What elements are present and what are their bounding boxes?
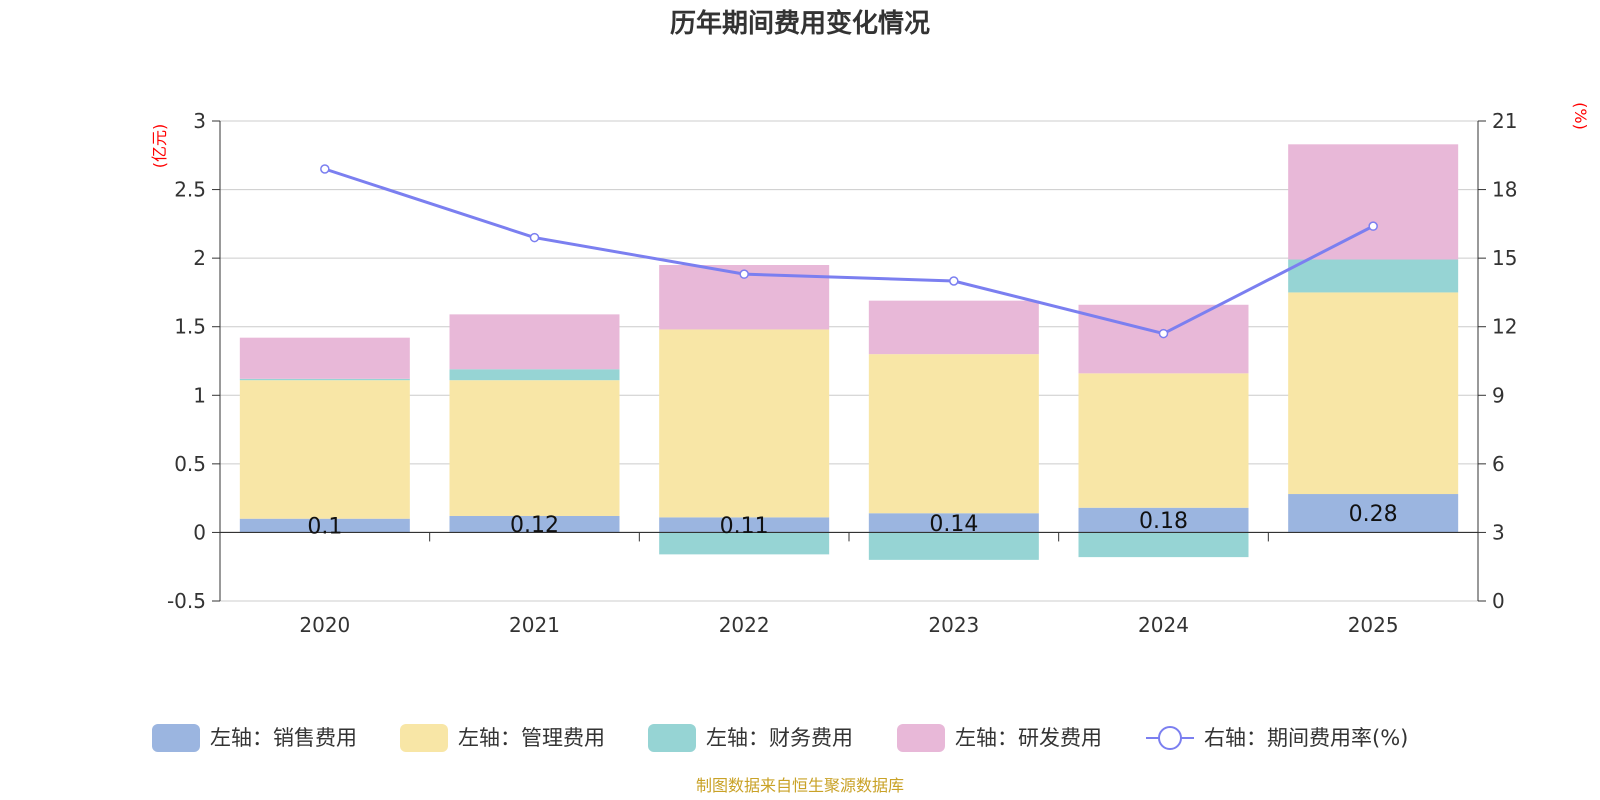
legend-marker	[1158, 726, 1182, 750]
right-axis-tick-label: 15	[1492, 246, 1517, 270]
data-label: 0.11	[720, 514, 769, 539]
line-point	[1368, 221, 1378, 231]
legend-label: 左轴：研发费用	[955, 726, 1102, 750]
bar-segment	[239, 518, 410, 533]
right-axis-tick-label: 6	[1492, 452, 1505, 476]
legend-label: 右轴：期间费用率(%)	[1204, 726, 1408, 750]
expense-rate-line	[320, 164, 1378, 339]
legend-swatch	[400, 724, 448, 752]
x-axis-tick-label: 2024	[1138, 613, 1189, 637]
bar-segment	[1078, 507, 1249, 533]
bar-segment	[1078, 532, 1249, 558]
right-axis-tick-label: 18	[1492, 178, 1517, 202]
bar-segment	[1288, 494, 1459, 533]
data-label: 0.12	[510, 513, 559, 538]
left-axis-tick-label: 0	[193, 520, 206, 544]
bar-segment	[868, 354, 1039, 514]
left-axis-tick-label: 2.5	[174, 178, 206, 202]
bar-segment	[1078, 304, 1249, 374]
left-axis-tick-label: 2	[193, 246, 206, 270]
legend-swatch	[897, 724, 945, 752]
bar-segment	[449, 380, 620, 516]
axes: -0.5 0 0.5 1 1.5 2 2.5 3 0 3 6 9 12 15 18 21 2020 2021 202…	[167, 109, 1517, 637]
line-point	[949, 276, 959, 286]
bar-segment	[449, 314, 620, 370]
data-label: 0.1	[307, 515, 342, 540]
line-point	[739, 269, 749, 279]
data-labels: 0.1 0.12 0.11 0.14 0.18 0.28	[307, 502, 1397, 539]
bar-segment	[239, 378, 410, 381]
left-axis-tick-label: 0.5	[174, 452, 206, 476]
left-axis-tick-label: 1	[193, 383, 206, 407]
right-axis-unit: (%)	[1571, 102, 1590, 130]
left-axis-tick-label: 3	[193, 109, 206, 133]
bar-segment	[1288, 259, 1459, 293]
line-point	[1158, 328, 1169, 339]
bar-segment	[239, 337, 410, 379]
data-label: 0.28	[1349, 502, 1398, 527]
x-axis-tick-label: 2023	[928, 613, 979, 637]
left-axis-unit: (亿元)	[150, 124, 169, 169]
bar-segment	[868, 300, 1039, 355]
bar-segment	[1078, 373, 1249, 508]
bar-segment	[449, 369, 620, 381]
bar-segment	[1288, 292, 1459, 495]
legend-label: 左轴：销售费用	[210, 726, 357, 750]
bar-segment	[868, 513, 1039, 533]
bar-segment	[239, 380, 410, 519]
legend-label: 左轴：管理费用	[458, 726, 605, 750]
bars	[239, 144, 1459, 560]
x-axis-tick-label: 2025	[1348, 613, 1399, 637]
right-axis-tick-label: 3	[1492, 520, 1505, 544]
data-label: 0.18	[1139, 509, 1188, 534]
right-axis-tick-label: 0	[1492, 589, 1505, 613]
right-axis-tick-label: 9	[1492, 383, 1505, 407]
source-note: 制图数据来自恒生聚源数据库	[696, 776, 904, 795]
bar-segment	[659, 532, 830, 555]
bar-segment	[449, 515, 620, 533]
left-axis-tick-label: -0.5	[167, 589, 206, 613]
x-axis-tick-label: 2022	[719, 613, 770, 637]
left-axis-tick-label: 1.5	[174, 315, 206, 339]
x-axis-tick-label: 2021	[509, 613, 560, 637]
bar-segment	[868, 532, 1039, 560]
line-point	[529, 232, 540, 243]
line-point	[320, 164, 330, 174]
right-axis-tick-label: 12	[1492, 315, 1517, 339]
right-axis-tick-label: 21	[1492, 109, 1517, 133]
bar-segment	[659, 329, 830, 518]
data-label: 0.14	[929, 512, 978, 537]
bar-segment	[1288, 144, 1459, 260]
chart-title: 历年期间费用变化情况	[670, 8, 930, 39]
legend-swatch	[152, 724, 200, 752]
legend-label: 左轴：财务费用	[706, 726, 853, 750]
legend-swatch	[648, 724, 696, 752]
legend: 左轴：销售费用 左轴：管理费用 左轴：财务费用 左轴：研发费用 右轴：期间费用率(%)	[152, 724, 1408, 752]
line-path	[324, 167, 1374, 336]
bar-segment	[659, 517, 830, 533]
x-axis-tick-label: 2020	[299, 613, 350, 637]
